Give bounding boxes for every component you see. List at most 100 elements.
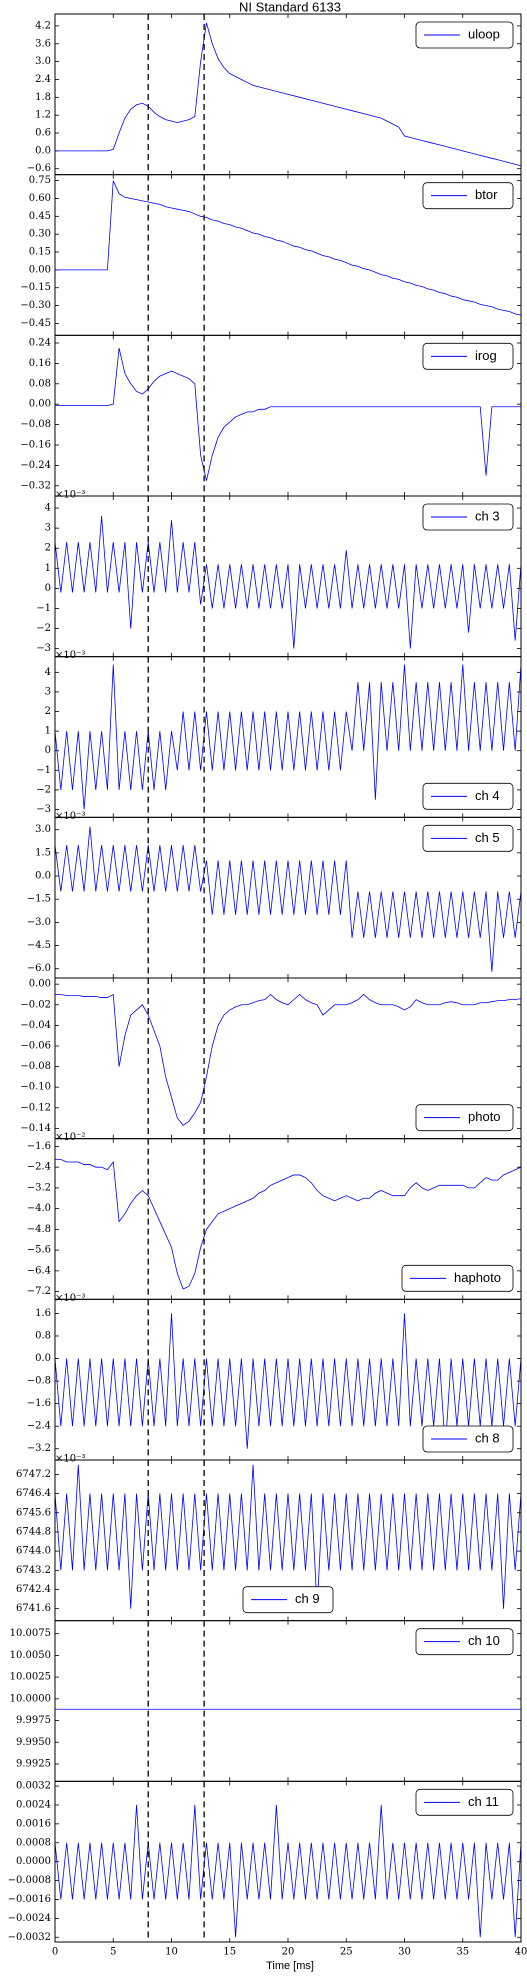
y-tick-label: 0.00 [29,264,51,275]
y-tick-label: 0.0024 [16,1799,51,1810]
y-tick-label: −3 [36,804,51,815]
series-line [55,1159,521,1290]
axes-frame [54,1780,522,1943]
y-tick-label: 10.0025 [10,1672,51,1683]
y-tick-label: 0.0 [35,871,51,882]
y-tick-label: −0.08 [20,1061,51,1072]
y-tick-label: 10.0050 [10,1650,51,1661]
x-tick-label: 35 [456,1947,469,1958]
x-tick-label: 25 [340,1947,353,1958]
y-tick-label: 1 [45,563,51,574]
x-tick-label: 20 [282,1947,295,1958]
x-tick-label: 5 [110,1947,116,1958]
legend-box [401,1264,514,1292]
y-tick-label: 10.0075 [10,1628,51,1639]
y-tick-label: 0.0008 [16,1837,51,1848]
y-tick-label: 3.6 [35,38,51,49]
y-tick-label: 0.0 [35,1353,51,1364]
y-tick-label: −6.0 [27,963,51,974]
y-tick-label: 0.0000 [16,1856,51,1867]
y-tick-label: 9.9925 [16,1758,51,1769]
y-tick-label: −1.6 [27,1141,51,1152]
y-tick-label: 0.8 [35,1330,51,1341]
x-tick-label: 30 [398,1947,411,1958]
y-tick-label: 1.8 [35,92,51,103]
x-tick-label: 40 [515,1947,527,1958]
y-tick-label: 0 [45,583,51,594]
y-tick-label: 0.6 [35,128,51,139]
y-tick-label: 0.00 [29,399,51,410]
y-tick-label: 4.2 [35,20,51,31]
x-tick-label: 0 [52,1947,58,1958]
y-tick-label: −6.4 [27,1265,51,1276]
y-tick-label: −0.0016 [8,1894,51,1905]
y-tick-label: −3.0 [27,917,51,928]
y-tick-label: 6747.2 [16,1469,51,1480]
series-line [55,1313,521,1449]
y-tick-label: −1 [36,765,51,776]
y-tick-label: −2 [36,784,51,795]
y-tick-label: 0.15 [29,247,51,258]
y-tick-label: 1.5 [35,847,51,858]
y-tick-label: 3 [45,523,51,534]
y-tick-label: −0.0032 [8,1932,51,1943]
y-tick-label: −0.16 [20,439,51,450]
y-tick-label: 0.60 [29,193,51,204]
y-tick-label: 1 [45,726,51,737]
y-tick-label: 3 [45,686,51,697]
y-tick-label: 0 [45,745,51,756]
series-line [55,826,521,972]
y-tick-label: 6746.4 [16,1488,51,1499]
y-tick-label: −0.8 [27,1376,51,1387]
y-tick-label: −0.02 [20,999,51,1010]
y-tick-label: 0.45 [29,211,51,222]
legend-label: uloop [468,26,500,41]
y-tick-label: 2 [45,706,51,717]
legend-label: ch 5 [475,830,500,845]
y-tick-label: 0.75 [29,175,51,186]
y-tick-label: 0.0032 [16,1781,51,1792]
y-tick-label: 4 [45,667,51,678]
y-tick-label: −0.24 [20,460,51,471]
series-line [55,664,521,810]
y-tick-label: 9.9950 [16,1737,51,1748]
offset-text: ×10⁻² [55,1132,85,1143]
y-tick-label: −5.6 [27,1245,51,1256]
legend-box [422,182,514,210]
y-tick-label: 0.0 [35,145,51,156]
series-line [55,1804,521,1938]
offset-text: ×10⁻³ [55,1454,85,1465]
legend-label: irog [475,348,497,363]
y-tick-label: 0.0016 [16,1818,51,1829]
y-tick-label: −0.32 [20,480,51,491]
y-tick-label: −0.12 [20,1102,51,1113]
legend-box [422,1425,514,1453]
legend-label: haphoto [454,1270,501,1285]
y-tick-label: −1.6 [27,1398,51,1409]
y-tick-label: 2.4 [35,74,51,85]
legend-label: ch 8 [475,1430,500,1445]
legend-box [422,503,514,531]
y-tick-label: 6741.6 [16,1603,51,1614]
y-tick-label: −0.15 [20,282,51,293]
offset-text: ×10⁻³ [55,490,85,501]
chart-title: NI Standard 6133 [239,0,341,14]
y-tick-label: 0.30 [29,229,51,240]
y-tick-label: 6743.2 [16,1565,51,1576]
y-tick-label: −2.4 [27,1162,51,1173]
y-tick-label: −4.5 [27,940,51,951]
legend-label: ch 4 [475,788,500,803]
y-tick-label: −3 [36,643,51,654]
y-tick-label: 4 [45,503,51,514]
y-tick-label: 6742.4 [16,1584,51,1595]
y-tick-label: −0.14 [20,1123,51,1134]
y-tick-label: 0.00 [29,979,51,990]
y-tick-label: 0.08 [29,378,51,389]
y-tick-label: −0.08 [20,419,51,430]
y-tick-label: 6744.0 [16,1546,51,1557]
y-tick-label: −1.5 [27,894,51,905]
y-tick-label: 1.2 [35,110,51,121]
y-tick-label: 1.6 [35,1308,51,1319]
y-tick-label: −0.0024 [8,1913,51,1924]
